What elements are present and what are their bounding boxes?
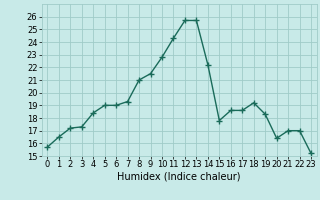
X-axis label: Humidex (Indice chaleur): Humidex (Indice chaleur): [117, 172, 241, 182]
